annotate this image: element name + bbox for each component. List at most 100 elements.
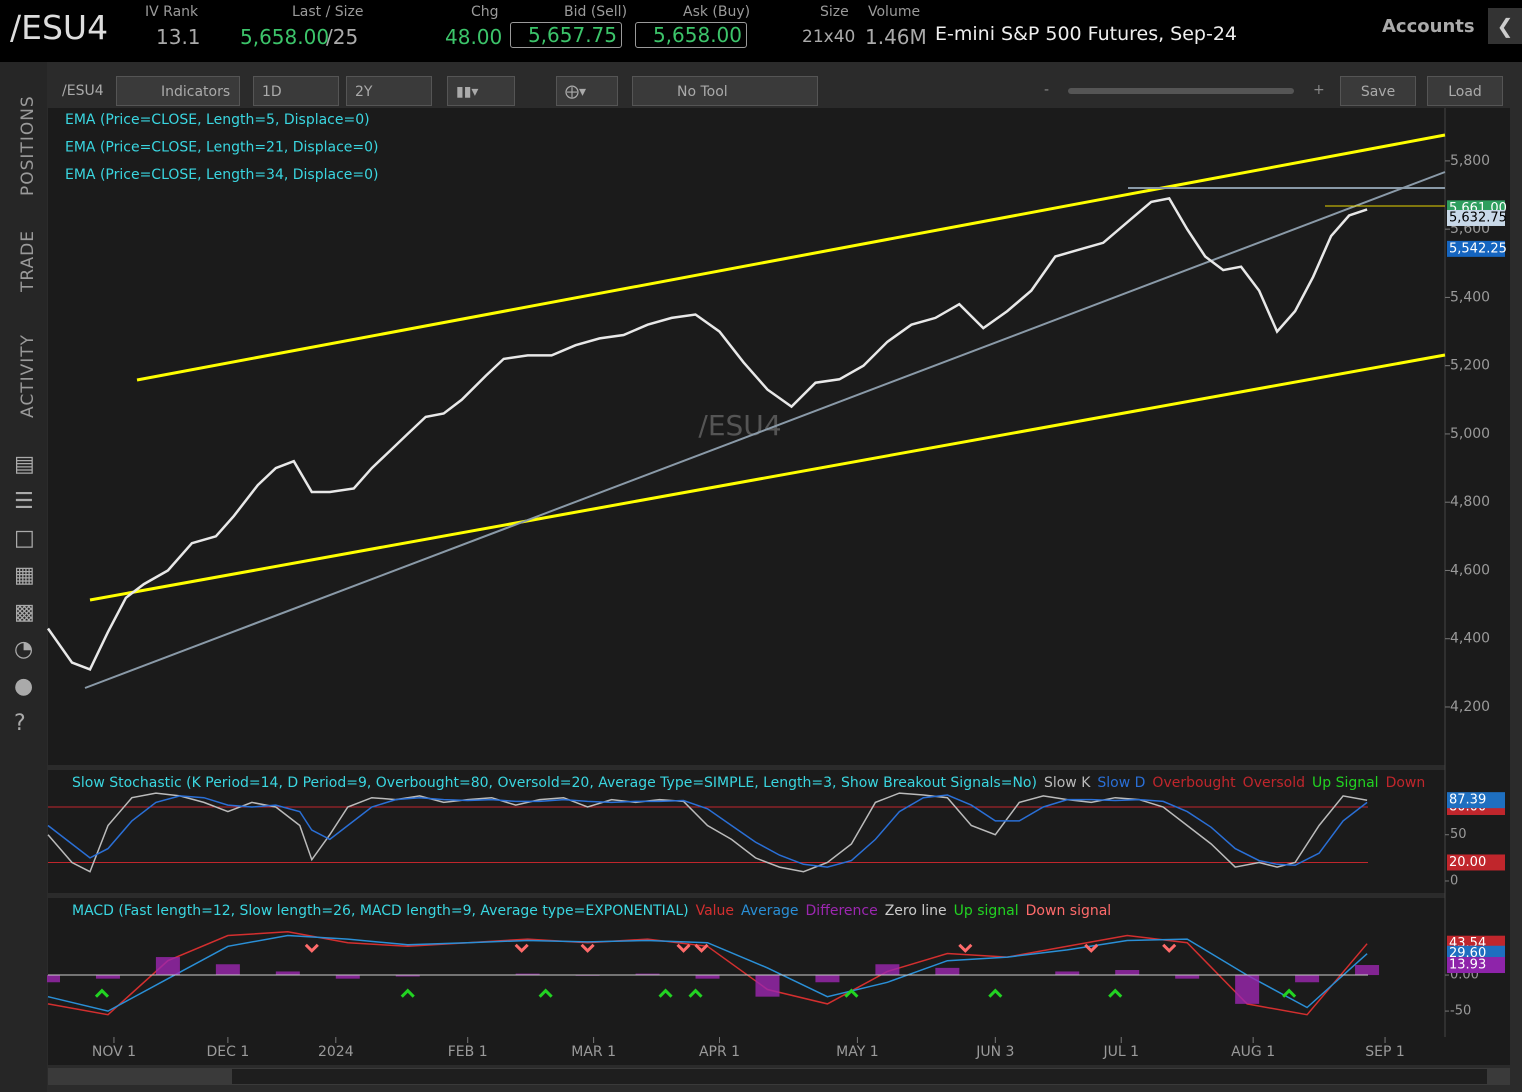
histogram-bar (935, 967, 960, 976)
value-box (1447, 957, 1505, 974)
study-label: EMA (Price=CLOSE, Length=21, Displace=0) (65, 140, 379, 156)
channel-lower (89, 353, 1446, 602)
bid-label: Bid (Sell) (564, 4, 628, 20)
y-tick-label: 0 (1450, 873, 1458, 888)
collapse-button[interactable]: ❮ (1488, 8, 1522, 44)
ask-label: Ask (Buy) (683, 4, 751, 20)
price-line (46, 197, 1368, 671)
x-tick-label: JUL 1 (1102, 1044, 1139, 1060)
indicators-button[interactable]: Indicators (116, 76, 240, 106)
scroll-thumb[interactable] (232, 1069, 1487, 1084)
histogram-bar (395, 975, 420, 977)
up-signal (688, 988, 703, 998)
x-tick-label: NOV 1 (92, 1044, 136, 1060)
x-tick-label: DEC 1 (206, 1044, 249, 1060)
zoom-in[interactable]: + (1313, 82, 1325, 98)
series-line (47, 934, 1368, 1012)
chart-style[interactable]: ▮▮▾ (447, 76, 515, 106)
legend-item: Difference (806, 903, 878, 919)
legend-item: Value (696, 903, 734, 919)
y-tick-label: 5,200 (1450, 358, 1490, 374)
accounts[interactable]: Accounts (1382, 16, 1475, 37)
down-signal (1162, 943, 1177, 953)
up-signal (658, 988, 673, 998)
up-signal (538, 988, 553, 998)
up-signal (844, 988, 859, 998)
price-axis (1445, 108, 1510, 1037)
histogram-bar (695, 975, 720, 979)
up-signal (988, 988, 1003, 998)
y-tick-label: 5,800 (1450, 153, 1490, 169)
zoom-slider[interactable] (1068, 88, 1294, 94)
legend-item: Slow D (1097, 775, 1145, 791)
histogram-bar (1355, 965, 1380, 976)
histogram-bar (95, 975, 120, 979)
value-box (1447, 240, 1505, 257)
size: 21x40 (802, 27, 856, 47)
histogram-bar (155, 957, 180, 976)
histogram-bar (335, 975, 360, 979)
up-signal (1108, 988, 1123, 998)
value-label: 87.39 (1449, 793, 1486, 808)
y-tick-label: 50 (1450, 827, 1467, 842)
down-signal (1084, 943, 1099, 953)
y-tick-label: 5,000 (1450, 426, 1490, 442)
down-signal (514, 943, 529, 953)
histogram-bar (1055, 971, 1080, 976)
chg-label: Chg (471, 4, 499, 20)
y-tick-label: 5,400 (1450, 289, 1490, 305)
x-tick-label: MAR 1 (571, 1044, 616, 1060)
x-tick-label: MAY 1 (836, 1044, 878, 1060)
toolbar-symbol: /ESU4 (62, 83, 104, 99)
volume-label: Volume (868, 4, 921, 20)
tool-select[interactable]: No Tool (632, 76, 818, 106)
period-select[interactable]: 1D (253, 76, 339, 106)
symbol: /ESU4 (10, 8, 109, 47)
histogram-bar (215, 964, 240, 976)
sidebar (0, 62, 47, 1092)
legend-item: MACD (Fast length=12, Slow length=26, MA… (72, 903, 689, 919)
legend-item: Average (741, 903, 799, 919)
positions-tab[interactable]: POSITIONS (18, 95, 38, 196)
up-signal (94, 988, 110, 998)
legend-item: Oversold (1243, 775, 1305, 791)
value-label: 20.00 (1449, 855, 1486, 870)
legend-item: Down signal (1026, 903, 1112, 919)
size-label: Size (820, 4, 849, 20)
range-select[interactable]: 2Y (346, 76, 432, 106)
histogram-bar (755, 975, 780, 997)
last: 5,658.00 (240, 25, 330, 49)
value-label: 5,542.25 (1449, 241, 1507, 256)
zoom-out[interactable]: - (1044, 82, 1050, 98)
save-button[interactable]: Save (1340, 76, 1416, 106)
last-size: /25 (326, 25, 359, 49)
down-signal (694, 943, 709, 953)
y-tick-label: 4,800 (1450, 494, 1490, 510)
bid[interactable]: 5,657.75 (510, 22, 622, 48)
histogram-bar (875, 964, 900, 976)
stoch-panel (48, 770, 1445, 893)
histogram-bar (1235, 975, 1260, 1004)
series-line (47, 792, 1368, 873)
activity-tab[interactable]: ACTIVITY (18, 333, 38, 418)
value-box (1447, 854, 1505, 871)
x-tick-label: APR 1 (699, 1044, 740, 1060)
load-button[interactable]: Load (1427, 76, 1503, 106)
histogram-bar (815, 975, 840, 983)
sidebar-icons[interactable]: ▤ ☰ □ ▦ ▩ ◔ ●? (14, 452, 35, 736)
last-label: Last / Size (292, 4, 364, 20)
trade-tab[interactable]: TRADE (18, 230, 38, 292)
ask[interactable]: 5,658.00 (635, 22, 747, 48)
value-box (1447, 792, 1505, 809)
histogram-bar (275, 971, 300, 976)
up-signal (400, 988, 415, 998)
drawings[interactable]: ⨁▾ (556, 76, 618, 106)
x-tick-label: 2024 (318, 1044, 354, 1060)
study-title: Slow Stochastic (K Period=14, D Period=9… (72, 775, 1425, 791)
value-label: 5,632.75 (1449, 210, 1507, 225)
down-signal (580, 943, 595, 953)
histogram-bar (635, 973, 660, 976)
legend-item: Slow K (1044, 775, 1091, 791)
legend-item: Overbought (1152, 775, 1236, 791)
